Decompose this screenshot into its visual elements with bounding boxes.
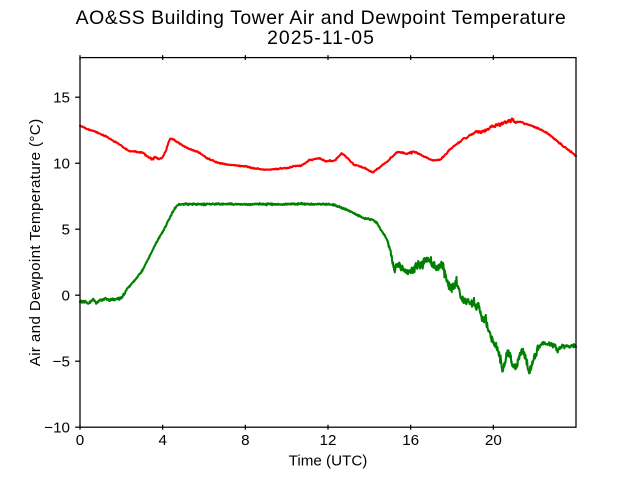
svg-text:8: 8 <box>241 432 249 449</box>
svg-text:2025-11-05: 2025-11-05 <box>267 27 375 49</box>
svg-text:Air and Dewpoint Temperature (: Air and Dewpoint Temperature (°C) <box>27 119 44 367</box>
svg-text:12: 12 <box>320 432 337 449</box>
svg-text:20: 20 <box>485 432 502 449</box>
svg-text:−5: −5 <box>53 354 70 371</box>
svg-text:15: 15 <box>53 90 70 107</box>
svg-text:10: 10 <box>53 156 70 173</box>
svg-text:−10: −10 <box>44 420 70 437</box>
svg-text:5: 5 <box>62 222 70 239</box>
svg-text:Time (UTC): Time (UTC) <box>289 453 368 470</box>
svg-text:0: 0 <box>62 288 70 305</box>
svg-text:16: 16 <box>402 432 419 449</box>
svg-text:AO&SS Building Tower Air and D: AO&SS Building Tower Air and Dewpoint Te… <box>76 7 567 29</box>
svg-text:0: 0 <box>76 432 84 449</box>
svg-text:4: 4 <box>158 432 166 449</box>
